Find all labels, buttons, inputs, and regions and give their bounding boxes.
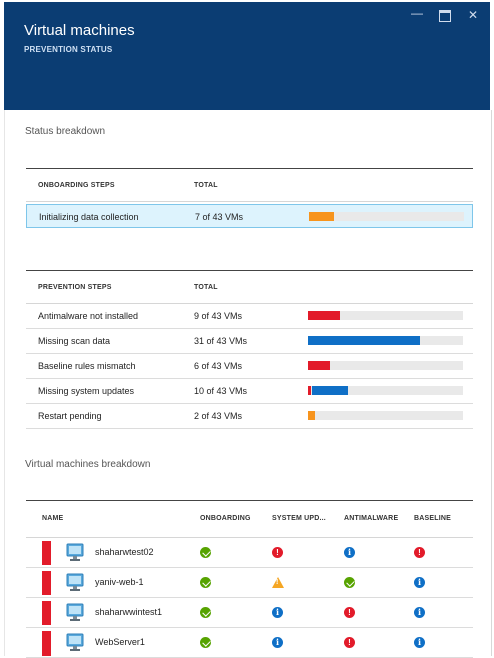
col-total: TOTAL [194,182,218,189]
onboarding-table: ONBOARDING STEPS TOTAL Initializing data… [26,168,473,228]
severity-flag [42,571,51,595]
step-total: 9 of 43 VMs [194,311,243,321]
progress-bar [308,311,463,320]
prevention-table-header: PREVENTION STEPS TOTAL [26,270,473,304]
prevention-row[interactable]: Missing scan data 31 of 43 VMs [26,329,473,354]
step-name: Baseline rules mismatch [38,361,136,371]
progress-bar-fill [308,411,315,420]
page-subtitle: PREVENTION STATUS [24,45,113,54]
prevention-row[interactable]: Baseline rules mismatch 6 of 43 VMs [26,354,473,379]
col-baseline[interactable]: BASELINE [414,515,451,522]
vm-table-header: NAME ONBOARDING SYSTEM UPD... ANTIMALWAR… [26,500,473,538]
progress-bar [308,336,463,345]
monitor-icon [66,603,84,621]
status-error-icon: ! [344,607,355,618]
vm-name[interactable]: yaniv-web-1 [95,577,144,587]
progress-bar [308,411,463,420]
severity-flag [42,631,51,655]
step-name: Missing scan data [38,336,111,346]
onboarding-row[interactable]: Initializing data collection 7 of 43 VMs [26,204,473,228]
vm-row[interactable]: yaniv-web-1! i [26,568,473,598]
status-ok-icon [344,577,355,588]
progress-bar-accent [308,386,311,395]
step-total: 2 of 43 VMs [194,411,243,421]
step-total: 31 of 43 VMs [194,336,248,346]
severity-flag [42,541,51,565]
status-info-icon: i [414,637,425,648]
progress-bar-fill [308,361,330,370]
next-row-peek [26,651,473,656]
onboarding-table-header: ONBOARDING STEPS TOTAL [26,168,473,202]
prevention-table: PREVENTION STEPS TOTAL Antimalware not i… [26,270,473,429]
col-total: TOTAL [194,284,218,291]
prevention-row[interactable]: Missing system updates 10 of 43 VMs [26,379,473,404]
status-info-icon: i [344,547,355,558]
status-warning-icon: ! [272,577,284,588]
page-title: Virtual machines [24,22,135,39]
vm-breakdown-label: Virtual machines breakdown [25,459,151,470]
step-name: Missing system updates [38,386,135,396]
status-info-icon: i [414,577,425,588]
vm-row[interactable]: shaharwwintest1 i! i [26,598,473,628]
monitor-icon [66,543,84,561]
status-info-icon: i [414,607,425,618]
col-system-updates[interactable]: SYSTEM UPD... [272,515,326,522]
col-antimalware[interactable]: ANTIMALWARE [344,515,399,522]
progress-bar-fill [308,311,340,320]
step-name: Initializing data collection [39,212,139,222]
progress-bar [309,212,464,221]
severity-flag [42,601,51,625]
step-total: 6 of 43 VMs [194,361,243,371]
col-onboarding[interactable]: ONBOARDING [200,515,251,522]
vm-name[interactable]: WebServer1 [95,637,145,647]
window-controls: — ✕ [410,6,480,25]
progress-bar [308,386,463,395]
status-ok-icon [200,547,211,558]
progress-bar-fill [312,386,348,395]
col-onboarding-steps: ONBOARDING STEPS [38,182,115,189]
vm-table: NAME ONBOARDING SYSTEM UPD... ANTIMALWAR… [26,500,473,658]
vm-row[interactable]: shaharwtest02! i! [26,538,473,568]
progress-bar-fill [308,336,420,345]
status-ok-icon [200,637,211,648]
status-ok-icon [200,607,211,618]
monitor-icon [66,573,84,591]
minimize-icon[interactable]: — [411,6,423,20]
blade-content: Status breakdown ONBOARDING STEPS TOTAL … [4,110,492,658]
vm-name[interactable]: shaharwtest02 [95,547,154,557]
prevention-row[interactable]: Antimalware not installed 9 of 43 VMs [26,304,473,329]
blade-header: Virtual machines PREVENTION STATUS — ✕ [4,2,490,110]
maximize-icon[interactable] [438,8,452,25]
col-prevention-steps: PREVENTION STEPS [38,284,112,291]
status-error-icon: ! [272,547,283,558]
monitor-icon [66,633,84,651]
status-breakdown-label: Status breakdown [25,126,106,137]
close-icon[interactable]: ✕ [467,8,479,22]
step-total: 7 of 43 VMs [195,212,244,222]
step-total: 10 of 43 VMs [194,386,248,396]
vm-name[interactable]: shaharwwintest1 [95,607,163,617]
progress-bar [308,361,463,370]
status-error-icon: ! [414,547,425,558]
status-ok-icon [200,577,211,588]
col-name[interactable]: NAME [42,515,64,522]
prevention-row[interactable]: Restart pending 2 of 43 VMs [26,404,473,429]
step-name: Antimalware not installed [38,311,139,321]
progress-bar-fill [309,212,334,221]
status-info-icon: i [272,637,283,648]
status-error-icon: ! [344,637,355,648]
step-name: Restart pending [38,411,102,421]
status-info-icon: i [272,607,283,618]
